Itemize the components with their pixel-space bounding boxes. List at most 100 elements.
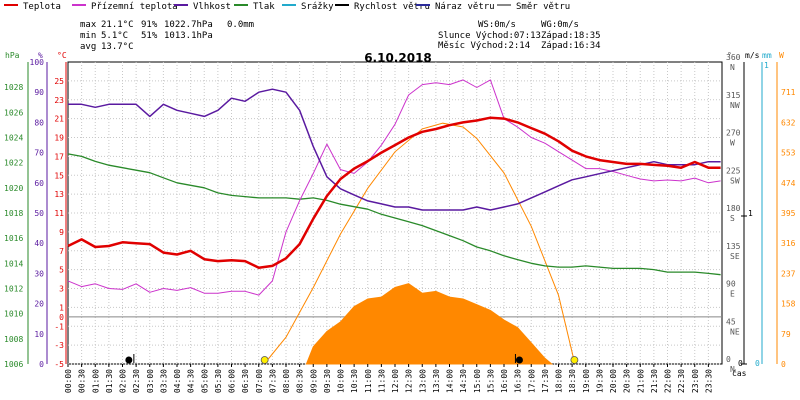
temp-tick-label: 9	[59, 228, 64, 237]
stats-max-rain: 0.0mm	[227, 20, 254, 30]
info-moon-set: Západ:16:34	[541, 41, 601, 51]
x-tick-label: 07:30	[268, 369, 277, 393]
stats-min-label: min	[80, 31, 96, 41]
humidity-tick-label: 70	[34, 149, 44, 158]
x-tick-label: 14:30	[459, 369, 468, 393]
stats-avg-temp: 13.7°C	[101, 42, 134, 52]
direction-tick-dir: E	[730, 290, 735, 299]
x-tick-label: 08:00	[282, 369, 291, 393]
temp-tick-label: 7	[59, 247, 64, 256]
stats-min-pres: 1013.1hPa	[164, 31, 213, 41]
x-tick-label: 18:30	[568, 369, 577, 393]
x-tick-label: 09:30	[323, 369, 332, 393]
temp-tick-label: 1	[59, 303, 64, 312]
unit-deg: °	[727, 51, 732, 60]
solar-tick-label: 711	[781, 88, 796, 97]
rain-tick-label: 0	[755, 359, 760, 368]
ground-temp-line	[67, 79, 721, 296]
x-tick-label: 05:00	[200, 369, 209, 393]
x-tick-label: 10:30	[350, 369, 359, 393]
pressure-tick-label: 1020	[4, 184, 23, 193]
x-tick-label: 05:30	[214, 369, 223, 393]
pressure-tick-label: 1026	[4, 108, 23, 117]
temp-tick-label: 3	[59, 285, 64, 294]
theoretical-solar-line	[263, 122, 576, 365]
stats-max-label: max	[80, 20, 97, 30]
moonrise-marker	[125, 356, 133, 364]
temp-tick-label: 15	[54, 171, 64, 180]
moonset-marker	[515, 356, 523, 364]
x-tick-label: 21:00	[636, 369, 645, 393]
temp-tick-label: -1	[54, 322, 64, 331]
plot-area	[67, 79, 721, 365]
pressure-tick-label: 1016	[4, 234, 23, 243]
solar-tick-label: 0	[781, 360, 786, 369]
direction-tick-label: 180	[726, 204, 741, 213]
humidity-tick-label: 60	[34, 179, 44, 188]
x-tick-label: 01:00	[91, 369, 100, 393]
x-tick-label: 17:00	[527, 369, 536, 393]
temp-tick-label: 23	[54, 96, 64, 105]
unit-temp: °C	[57, 51, 67, 60]
x-tick-label: 10:00	[337, 369, 346, 393]
legend-label: Rychlost větru	[354, 2, 430, 12]
x-tick-label: 03:00	[146, 369, 155, 393]
info-wg: WG:0m/s	[541, 20, 579, 30]
x-tick-label: 00:30	[78, 369, 87, 393]
unit-time: čas	[732, 368, 747, 378]
x-tick-label: 15:00	[473, 369, 482, 393]
info-sun-rise: Slunce Východ:07:13	[438, 31, 541, 41]
unit-hpa: hPa	[5, 51, 20, 60]
x-tick-label: 20:30	[623, 369, 632, 393]
x-tick-label: 03:30	[159, 369, 168, 393]
sunset-marker	[570, 356, 579, 364]
solar-tick-label: 79	[781, 330, 791, 339]
x-tick-label: 19:00	[582, 369, 591, 393]
pressure-tick-label: 1010	[4, 310, 23, 319]
direction-tick-label: 90	[726, 280, 736, 289]
humidity-tick-label: 100	[30, 58, 45, 67]
legend-label: Vlhkost	[193, 2, 231, 12]
solar-tick-label: 395	[781, 209, 796, 218]
grid	[67, 61, 723, 365]
direction-tick-dir: S	[730, 214, 735, 223]
legend-label: Náraz větru	[435, 2, 495, 12]
humidity-tick-label: 90	[34, 88, 44, 97]
info-moon-rise: Měsíc Východ:2:14	[438, 41, 530, 51]
stats-max-temp: 21.1°C	[101, 20, 134, 30]
solar-tick-label: 316	[781, 239, 796, 248]
unit-ms: m/s	[745, 51, 760, 60]
x-tick-label: 22:30	[677, 369, 686, 393]
stats-block: max 21.1°C 91% 1022.7hPa 0.0mm min 5.1°C…	[80, 20, 254, 52]
stats-min-temp: 5.1°C	[101, 31, 128, 41]
pressure-tick-label: 1022	[4, 159, 23, 168]
pressure-tick-label: 1018	[4, 209, 23, 218]
x-tick-label: 23:30	[704, 369, 713, 393]
temp-tick-label: -3	[54, 341, 64, 350]
stats-max-pres: 1022.7hPa	[164, 20, 213, 30]
solar-area	[305, 283, 554, 365]
direction-tick-label: 315	[726, 91, 741, 100]
temp-tick-label: 19	[54, 134, 64, 143]
info-sun-set: Západ:18:35	[541, 31, 601, 41]
legend: Teplota Přízemní teplota Vlhkost Tlak Srážky…	[4, 2, 570, 12]
unit-pct: %	[38, 51, 43, 60]
humidity-tick-label: 0	[39, 360, 44, 369]
pressure-tick-label: 1024	[4, 134, 23, 143]
solar-tick-label: 237	[781, 269, 796, 278]
unit-mm: mm	[762, 51, 772, 60]
direction-tick-dir: W	[730, 139, 735, 148]
legend-label: Tlak	[253, 2, 275, 12]
stats-min-hum: 51%	[141, 31, 158, 41]
direction-tick-label: 0	[726, 355, 731, 364]
x-tick-label: 09:00	[309, 369, 318, 393]
humidity-tick-label: 40	[34, 239, 44, 248]
humidity-tick-label: 80	[34, 118, 44, 127]
direction-tick-label: 135	[726, 242, 741, 251]
x-tick-label: 11:30	[377, 369, 386, 393]
x-tick-label: 18:00	[555, 369, 564, 393]
x-tick-label: 02:30	[132, 369, 141, 393]
solar-tick-label: 158	[781, 300, 796, 309]
x-tick-label: 07:00	[255, 369, 264, 393]
